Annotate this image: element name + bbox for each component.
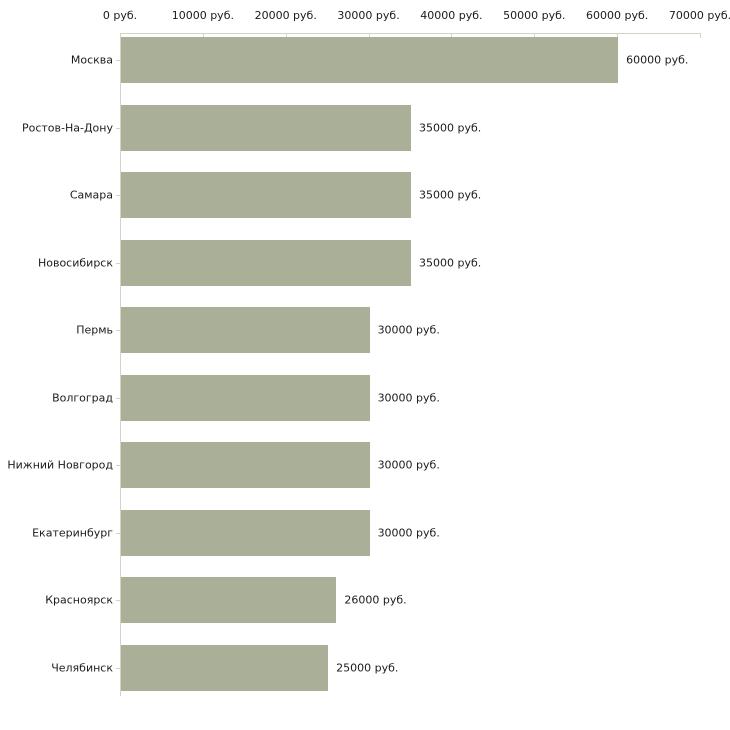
x-axis-tick-label: 0 руб. <box>102 9 138 22</box>
x-axis-tick-label: 30000 руб. <box>337 9 400 22</box>
bar <box>121 307 370 353</box>
bar <box>121 104 411 151</box>
y-axis-tick <box>116 465 120 466</box>
x-axis-tick <box>368 33 370 38</box>
x-axis-tick-label: 60000 руб. <box>586 9 649 22</box>
value-label: 30000 руб. <box>377 458 440 472</box>
category-label: Волгоград <box>52 391 113 404</box>
value-label: 30000 руб. <box>377 323 440 337</box>
value-label: 30000 руб. <box>377 391 440 404</box>
x-axis-tick <box>451 33 453 38</box>
y-axis-tick <box>116 532 120 534</box>
bar <box>121 577 337 623</box>
x-axis-tick <box>202 33 204 38</box>
y-axis-tick <box>116 330 120 331</box>
y-axis-tick <box>116 60 120 61</box>
y-axis-tick <box>116 397 120 399</box>
x-axis-line <box>120 33 701 34</box>
y-axis-tick <box>116 600 120 601</box>
bar <box>121 172 411 218</box>
x-axis-tick-label: 50000 руб. <box>503 9 566 22</box>
x-axis-tick <box>285 33 287 38</box>
category-label: Екатеринбург <box>32 526 113 539</box>
category-label: Нижний Новгород <box>7 458 113 472</box>
y-axis-tick <box>116 195 120 196</box>
y-axis-line <box>120 33 121 696</box>
x-axis-tick-label: 70000 руб. <box>668 9 730 22</box>
bar <box>121 239 411 286</box>
bar <box>121 509 370 556</box>
value-label: 35000 руб. <box>419 121 482 134</box>
x-axis-tick-label: 40000 руб. <box>420 9 483 22</box>
value-label: 35000 руб. <box>419 256 482 269</box>
x-axis-tick <box>617 33 619 38</box>
x-axis-tick <box>534 33 536 38</box>
category-label: Ростов-На-Дону <box>21 121 113 134</box>
category-label: Москва <box>70 53 113 67</box>
x-axis-tick <box>120 33 121 38</box>
x-axis-tick-label: 20000 руб. <box>254 9 317 22</box>
x-axis-tick-label: 10000 руб. <box>171 9 234 22</box>
category-label: Самара <box>69 188 113 202</box>
bar <box>121 37 619 83</box>
y-axis-tick <box>116 262 120 264</box>
category-label: Новосибирск <box>37 256 113 269</box>
value-label: 30000 руб. <box>377 526 440 539</box>
value-label: 35000 руб. <box>419 188 482 202</box>
value-label: 26000 руб. <box>344 593 407 607</box>
category-label: Челябинск <box>51 661 113 674</box>
bar <box>121 442 370 488</box>
x-axis-tick <box>700 33 701 38</box>
y-axis-tick <box>116 667 120 669</box>
bar <box>121 374 370 421</box>
value-label: 60000 руб. <box>626 53 689 67</box>
value-label: 25000 руб. <box>336 661 399 674</box>
category-label: Красноярск <box>45 593 113 607</box>
bar <box>121 644 329 691</box>
category-label: Пермь <box>76 323 113 337</box>
y-axis-tick <box>116 127 120 129</box>
